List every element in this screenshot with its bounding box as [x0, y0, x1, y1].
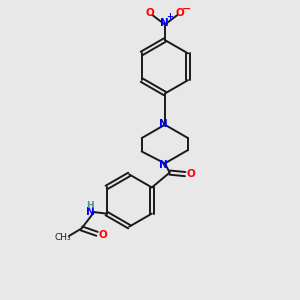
- Text: O: O: [98, 230, 107, 240]
- Text: +: +: [167, 12, 173, 21]
- Text: N: N: [159, 160, 168, 170]
- Text: O: O: [175, 8, 184, 18]
- Text: CH₃: CH₃: [54, 232, 71, 242]
- Text: O: O: [146, 8, 154, 18]
- Text: N: N: [159, 118, 168, 128]
- Text: N: N: [160, 18, 169, 28]
- Text: O: O: [186, 169, 195, 179]
- Text: N: N: [85, 206, 94, 217]
- Text: H: H: [86, 201, 94, 210]
- Text: −: −: [182, 4, 191, 14]
